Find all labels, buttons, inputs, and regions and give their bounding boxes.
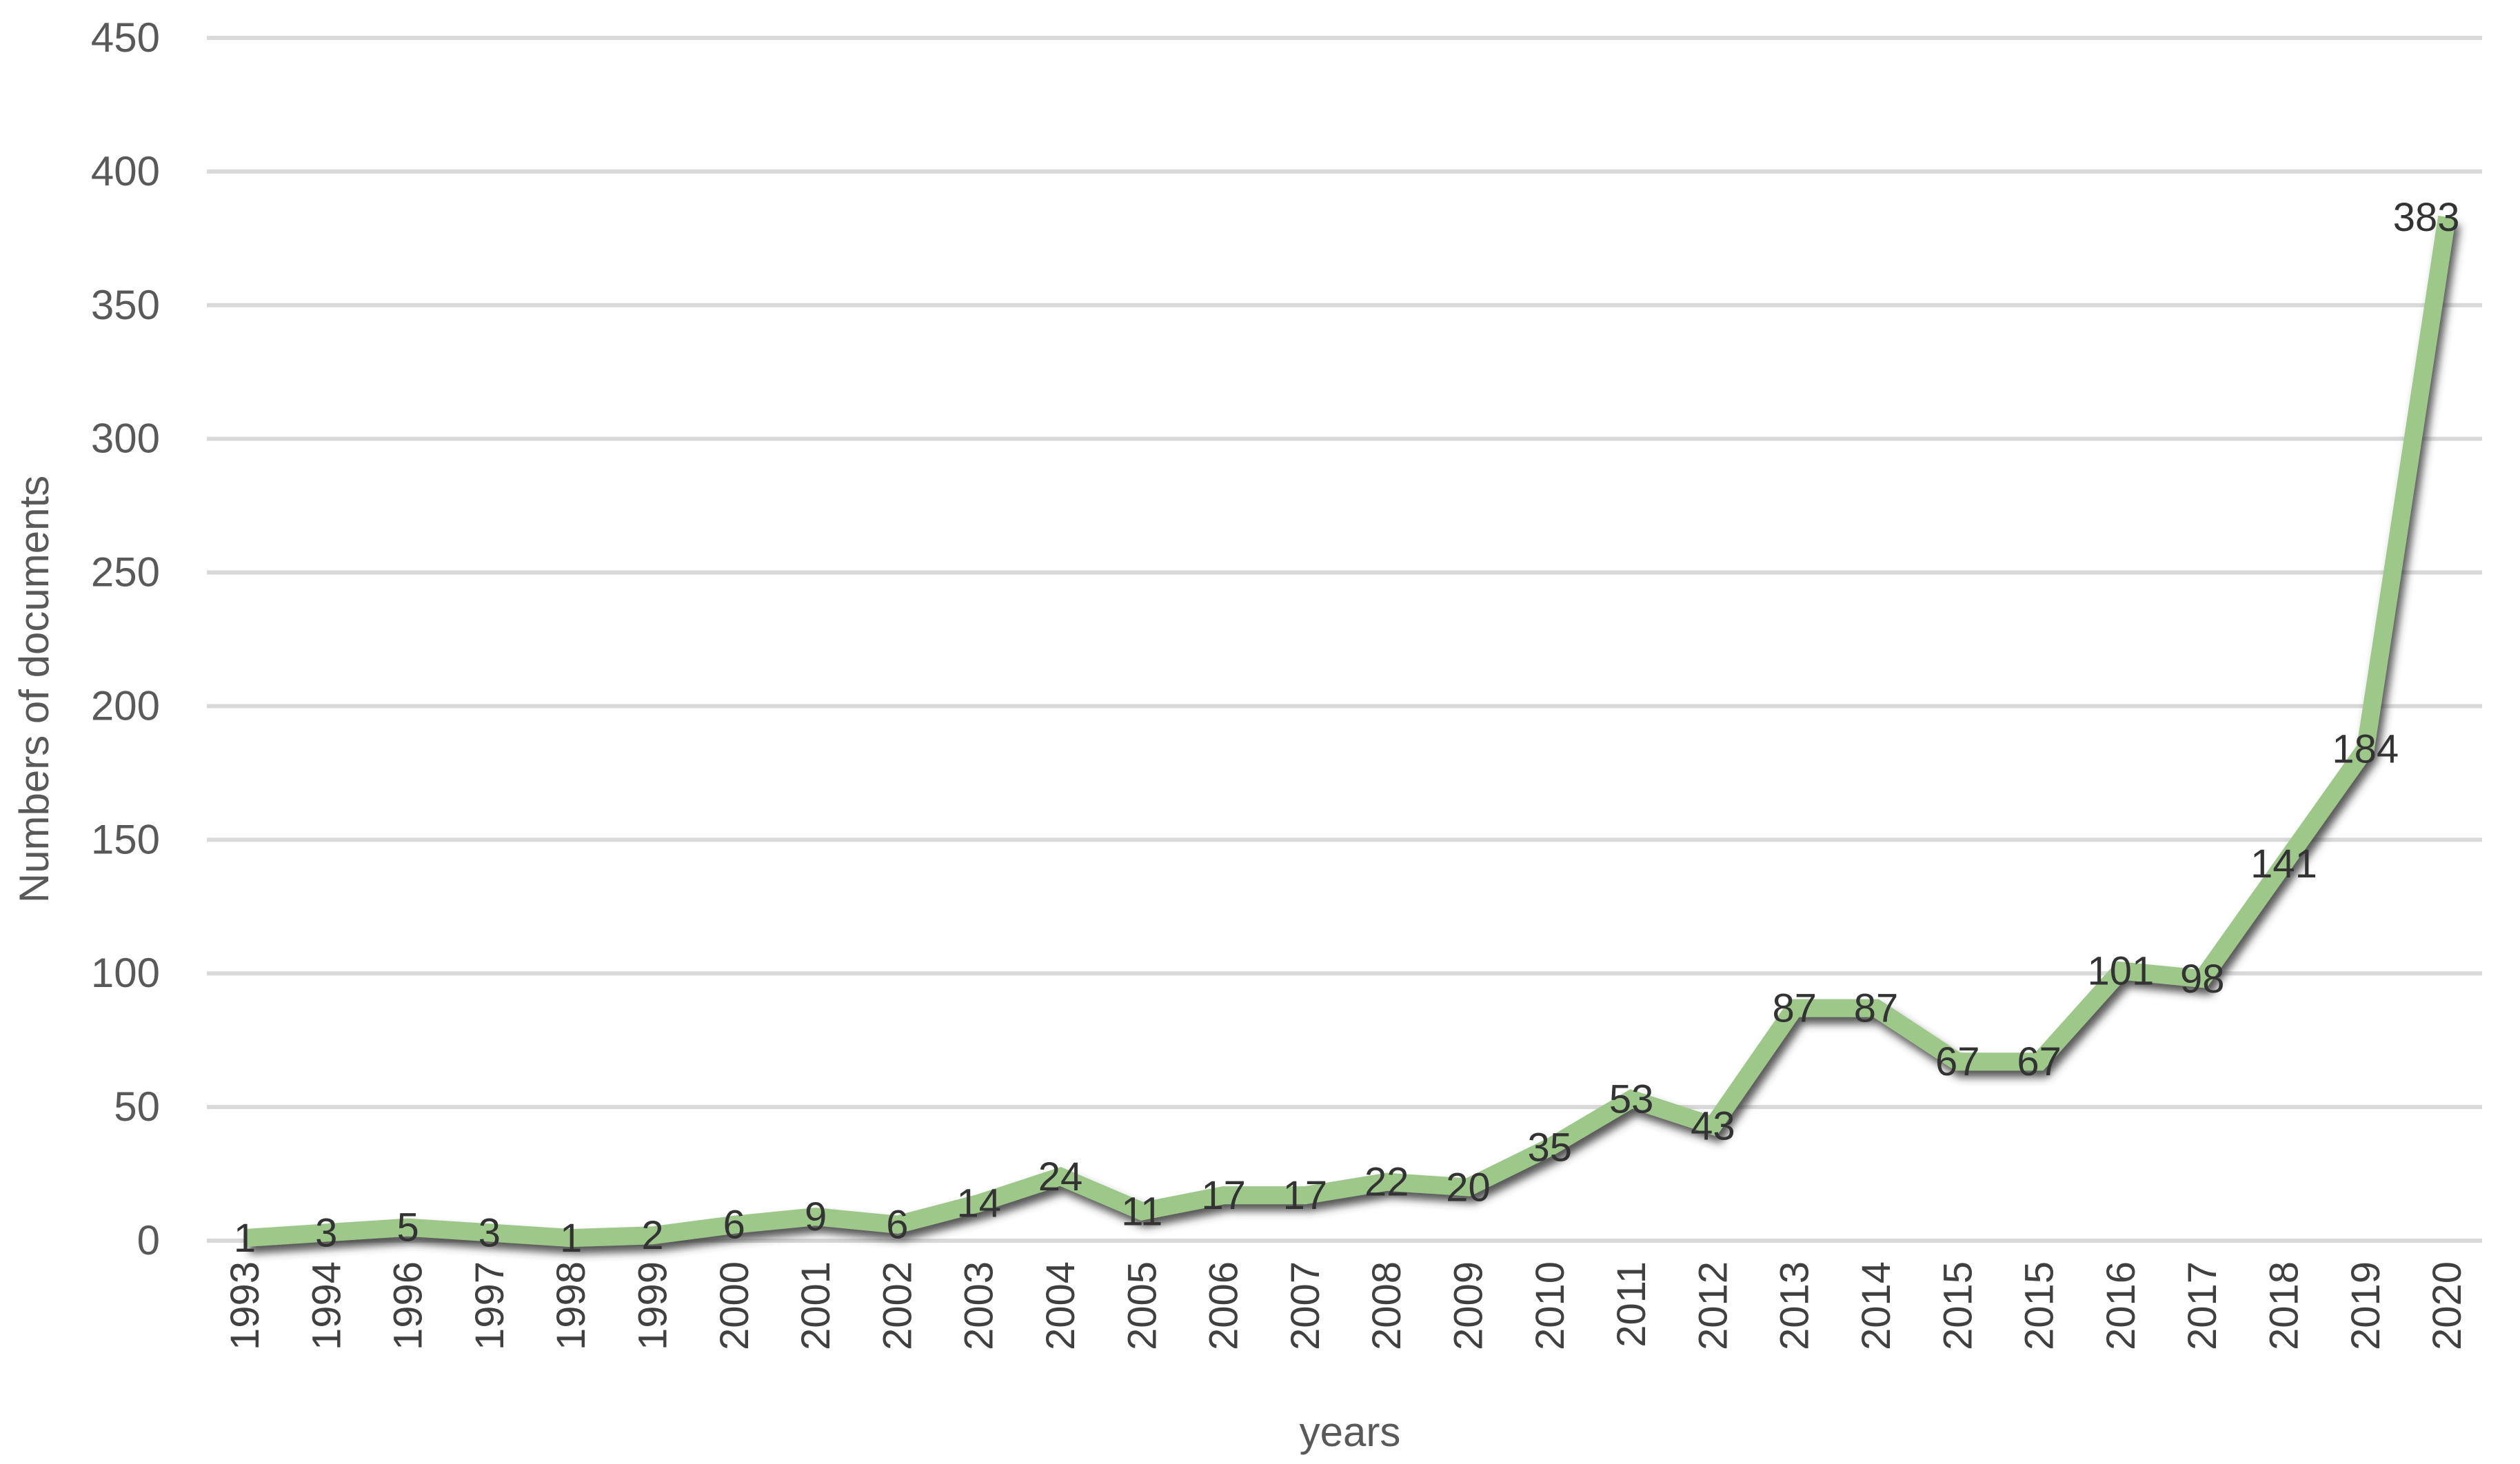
x-tick-label: 2006 [1202,1261,1247,1350]
gridlines [207,36,2482,1243]
y-tick-label: 300 [91,416,160,462]
data-label: 87 [1772,986,1817,1031]
x-axis-title: years [1300,1409,1401,1455]
data-label: 24 [1038,1155,1083,1199]
x-tick-label: 1998 [549,1261,594,1350]
x-axis-ticks: 1993 1994 1996 1997 1998 1999 2000 2001 2002 2003… [223,1261,2470,1350]
x-tick-label: 2018 [2262,1261,2307,1350]
data-label: 184 [2332,726,2399,771]
data-label: 3 [315,1210,337,1255]
y-tick-label: 200 [91,682,160,729]
data-label: 67 [1935,1039,1980,1084]
data-label: 383 [2393,195,2460,240]
data-label: 35 [1528,1125,1573,1170]
data-label: 1 [560,1216,582,1261]
y-tick-label: 150 [91,816,160,862]
data-label: 87 [1854,986,1899,1031]
data-label: 22 [1364,1160,1409,1205]
data-label: 17 [1283,1173,1328,1218]
data-label: 53 [1609,1077,1654,1121]
x-tick-label: 1993 [223,1261,268,1350]
x-tick-label: 2008 [1364,1261,1409,1350]
data-label: 17 [1201,1173,1246,1218]
x-tick-label: 2015 [2017,1261,2062,1350]
x-tick-label: 2019 [2343,1261,2388,1350]
data-label: 6 [723,1203,745,1248]
data-label: 14 [956,1181,1001,1226]
y-tick-label: 50 [114,1084,160,1130]
x-tick-label: 2013 [1773,1261,1817,1350]
x-tick-label: 2004 [1038,1261,1083,1350]
data-label: 141 [2250,842,2317,886]
data-label: 43 [1691,1104,1735,1148]
x-tick-label: 1996 [386,1261,431,1350]
x-tick-label: 2011 [1609,1261,1654,1348]
data-label: 101 [2088,948,2155,993]
x-tick-label: 2003 [957,1261,1002,1350]
data-label: 20 [1446,1165,1491,1210]
x-tick-label: 2012 [1691,1261,1735,1350]
x-tick-label: 2017 [2180,1261,2225,1350]
x-tick-label: 2014 [1854,1261,1899,1350]
x-tick-label: 1997 [467,1261,512,1350]
x-tick-label: 2001 [794,1261,838,1350]
data-label: 9 [805,1194,827,1239]
x-tick-label: 2016 [2099,1261,2144,1350]
series-line-group [244,215,2456,1248]
x-tick-label: 2015 [1935,1261,1980,1350]
series-line [244,215,2456,1248]
y-tick-label: 350 [91,282,160,328]
y-tick-label: 450 [91,14,160,61]
data-label: 3 [478,1210,501,1255]
x-tick-label: 2010 [1528,1261,1573,1350]
x-tick-label: 2020 [2425,1261,2470,1350]
data-label: 6 [886,1203,908,1248]
y-axis-ticks: 0 50 100 150 200 250 300 350 400 450 [91,14,160,1263]
data-label: 67 [2017,1039,2062,1084]
x-tick-label: 1994 [304,1261,349,1350]
y-tick-label: 400 [91,148,160,194]
data-label: 1 [234,1216,256,1261]
y-tick-label: 100 [91,950,160,996]
y-axis-title: Numbers of documents [11,476,57,903]
y-tick-label: 250 [91,549,160,596]
data-label: 5 [396,1206,419,1250]
data-label: 98 [2180,957,2225,1002]
y-tick-label: 0 [137,1217,160,1263]
data-label: 2 [641,1213,663,1258]
data-label: 11 [1121,1189,1162,1234]
x-tick-label: 2002 [875,1261,920,1350]
x-tick-label: 2009 [1447,1261,1491,1350]
x-tick-label: 2007 [1283,1261,1328,1350]
x-tick-label: 1999 [631,1261,676,1350]
x-tick-label: 2000 [712,1261,757,1350]
x-tick-label: 2005 [1120,1261,1165,1350]
